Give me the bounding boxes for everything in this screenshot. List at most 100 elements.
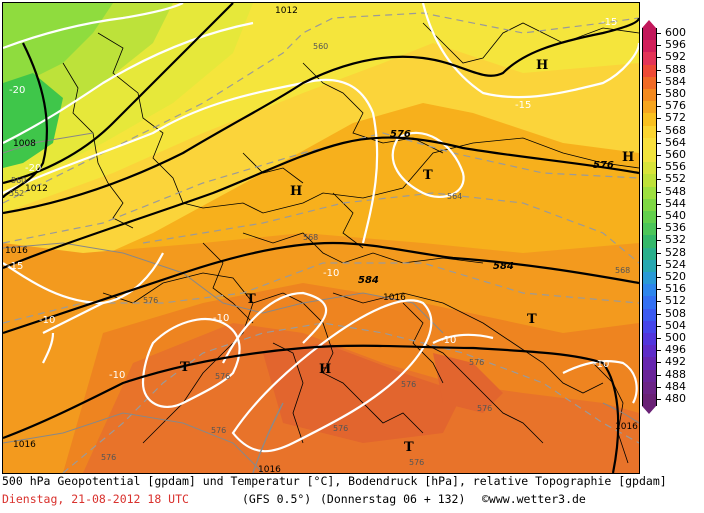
legend-swatch xyxy=(642,40,657,53)
source-credit: ©www.wetter3.de xyxy=(482,492,586,506)
topography-label: 568 xyxy=(615,266,630,275)
legend-swatch xyxy=(642,198,657,211)
pressure-label: 1016 xyxy=(258,465,281,473)
legend-label: 480 xyxy=(665,392,686,405)
legend-tick xyxy=(657,362,661,364)
topography-label: 576 xyxy=(469,358,484,367)
legend-label: 564 xyxy=(665,135,686,149)
temperature-label: -15 xyxy=(515,100,531,111)
isotherms xyxy=(3,3,639,453)
legend-swatch xyxy=(642,150,657,163)
high-pressure-symbol: H xyxy=(622,150,634,165)
legend-entry: 532 xyxy=(642,233,704,248)
geopotential-label: 584 xyxy=(358,275,379,286)
legend-tick xyxy=(657,374,661,376)
legend-label: 596 xyxy=(665,38,686,52)
legend-tick xyxy=(657,350,661,352)
legend-top-arrow xyxy=(642,20,656,28)
legend-label: 516 xyxy=(665,282,686,296)
legend-swatch xyxy=(642,394,657,407)
topography-label: 576 xyxy=(333,424,348,433)
low-pressure-symbol: T xyxy=(180,360,190,375)
pressure-label: 1012 xyxy=(25,184,48,194)
legend-swatch xyxy=(642,162,657,175)
legend-swatch xyxy=(642,369,657,382)
legend-entry: 524 xyxy=(642,257,704,272)
legend-tick xyxy=(657,179,661,181)
legend-entry: 504 xyxy=(642,319,704,333)
legend-label: 528 xyxy=(665,245,686,259)
legend-entry: 580 xyxy=(642,87,704,102)
topography-label: 576 xyxy=(143,296,158,305)
legend-swatch xyxy=(642,235,657,248)
legend-tick xyxy=(657,228,661,230)
forecast-time: (Donnerstag 06 + 132) xyxy=(320,492,466,506)
high-pressure-symbol: H xyxy=(290,184,302,199)
legend-tick xyxy=(657,325,661,327)
chart-subtitle: Dienstag, 21-08-2012 18 UTC (GFS 0.5°) (… xyxy=(2,491,638,508)
pressure-label: 1012 xyxy=(275,6,298,16)
legend-swatch xyxy=(642,64,657,77)
legend-label: 580 xyxy=(665,87,686,100)
legend-tick xyxy=(657,301,661,303)
legend-label: 520 xyxy=(665,270,686,283)
pressure-label: 1008 xyxy=(13,139,36,149)
geopotential-label: 576 xyxy=(390,129,411,140)
topography-label: 568 xyxy=(303,233,318,242)
high-pressure-symbol: H xyxy=(319,362,331,377)
legend-entry: 528 xyxy=(642,245,704,260)
legend-swatch xyxy=(642,308,657,321)
legend-entry: 520 xyxy=(642,270,704,285)
legend-tick xyxy=(657,313,661,315)
legend-entry: 512 xyxy=(642,295,704,309)
legend-entry: 492 xyxy=(642,356,704,370)
legend-label: 496 xyxy=(665,343,686,357)
legend-entry: 560 xyxy=(642,148,704,163)
legend-swatch xyxy=(642,101,657,114)
legend-swatch xyxy=(642,113,657,126)
geopotential-contours xyxy=(3,3,639,473)
topography-label: 576 xyxy=(401,380,416,389)
legend-entry: 488 xyxy=(642,367,704,382)
legend-tick xyxy=(657,81,661,83)
legend-label: 544 xyxy=(665,196,686,210)
map-labels: 576 576 584 584 -20 -20 -15 -15 -15 -10 … xyxy=(5,6,638,473)
legend-entry: 480 xyxy=(642,392,704,407)
chart-footer: 500 hPa Geopotential [gpdam] und Tempera… xyxy=(2,473,667,511)
legend-label: 600 xyxy=(665,26,686,39)
legend-label: 532 xyxy=(665,233,686,247)
legend-swatch xyxy=(642,296,657,309)
temperature-label: -10 xyxy=(593,359,609,370)
low-pressure-symbol: T xyxy=(423,168,433,183)
legend-label: 500 xyxy=(665,331,686,344)
legend-swatch xyxy=(642,247,657,260)
legend-label: 488 xyxy=(665,367,686,381)
temperature-label: -20 xyxy=(25,163,41,174)
legend-entry: 544 xyxy=(642,196,704,211)
legend-tick xyxy=(657,252,661,254)
low-pressure-symbol: T xyxy=(404,440,414,455)
map-canvas: 576 576 584 584 -20 -20 -15 -15 -15 -10 … xyxy=(3,3,639,473)
legend-swatch xyxy=(642,333,657,346)
topography-fill xyxy=(3,3,639,473)
legend-label: 588 xyxy=(665,62,686,76)
isobars xyxy=(3,132,639,473)
legend-swatch xyxy=(642,211,657,224)
legend-tick xyxy=(657,399,661,400)
legend-tick xyxy=(657,264,661,266)
legend-label: 560 xyxy=(665,148,686,161)
legend-bottom-arrow xyxy=(642,406,656,415)
legend-entry: 516 xyxy=(642,282,704,297)
temperature-label: -10 xyxy=(39,315,55,326)
legend-entry: 556 xyxy=(642,161,704,175)
legend-swatch xyxy=(642,320,657,333)
topography-label: 560 xyxy=(11,176,26,185)
model-name: (GFS 0.5°) xyxy=(242,492,312,506)
weather-map: 576 576 584 584 -20 -20 -15 -15 -15 -10 … xyxy=(2,2,640,474)
legend-swatch xyxy=(642,345,657,358)
legend-tick xyxy=(657,277,661,278)
legend-entry: 568 xyxy=(642,124,704,138)
legend-label: 524 xyxy=(665,257,686,271)
legend-entry: 540 xyxy=(642,210,704,224)
legend-tick xyxy=(657,142,661,144)
